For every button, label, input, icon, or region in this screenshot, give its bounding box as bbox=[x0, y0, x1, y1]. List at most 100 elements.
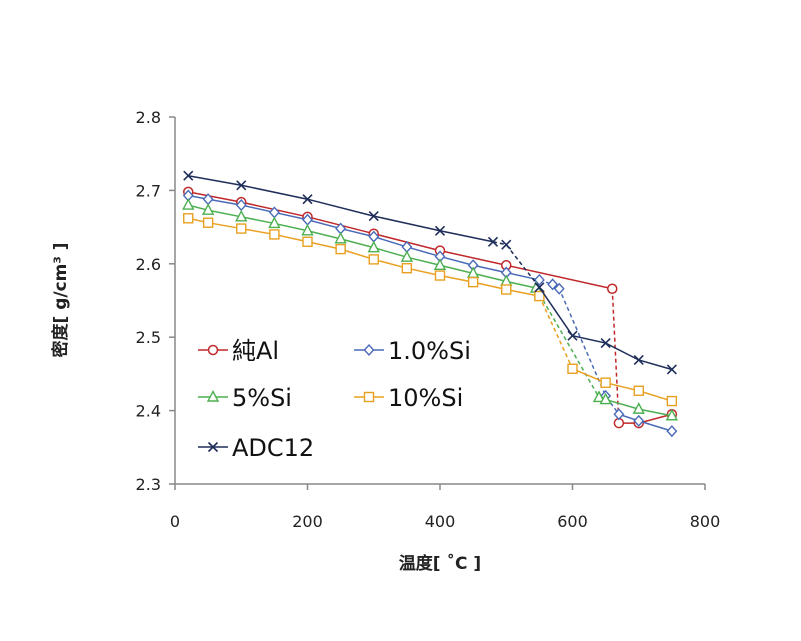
legend-item: 5%Si bbox=[198, 384, 292, 412]
y-tick-label: 2.4 bbox=[136, 402, 161, 421]
y-tick-label: 2.8 bbox=[136, 108, 161, 127]
data-point bbox=[665, 408, 679, 421]
data-point bbox=[487, 236, 499, 247]
data-point bbox=[368, 254, 379, 265]
legend-label: 純Al bbox=[232, 337, 279, 365]
series-dashed-line bbox=[538, 295, 574, 370]
data-point bbox=[553, 282, 565, 295]
data-point bbox=[666, 395, 678, 407]
data-point bbox=[302, 236, 313, 247]
legend-marker bbox=[363, 343, 375, 357]
data-point bbox=[182, 198, 195, 210]
data-point bbox=[633, 354, 644, 366]
data-point bbox=[567, 330, 578, 341]
data-point bbox=[235, 209, 248, 222]
data-point bbox=[400, 250, 414, 262]
legend-item: 10%Si bbox=[354, 384, 463, 412]
x-tick-label: 200 bbox=[292, 512, 323, 531]
marker-stroke bbox=[487, 236, 499, 247]
data-point bbox=[534, 290, 545, 302]
data-point bbox=[501, 284, 512, 295]
data-point bbox=[269, 229, 280, 240]
data-point bbox=[367, 240, 380, 253]
x-tick-label: 600 bbox=[557, 512, 588, 531]
legend-item: ADC12 bbox=[198, 434, 314, 462]
axes: 2.3 2.4 2.5 2.6 2.7 2.8 0 200 400 600 800 bbox=[136, 108, 721, 531]
data-point bbox=[335, 243, 346, 255]
series-10%Si bbox=[183, 213, 678, 407]
data-point bbox=[201, 203, 215, 215]
legend-label: 5%Si bbox=[232, 384, 292, 412]
series-line bbox=[188, 204, 537, 289]
y-tick-label: 2.3 bbox=[136, 475, 161, 494]
series-line bbox=[188, 217, 540, 297]
series-ADC12 bbox=[183, 170, 677, 375]
data-point bbox=[302, 194, 313, 205]
marker-stroke bbox=[302, 194, 313, 205]
data-point bbox=[666, 364, 677, 375]
series-line bbox=[188, 191, 613, 290]
data-point bbox=[183, 170, 194, 181]
data-point bbox=[368, 211, 379, 222]
x-tick-label: 0 bbox=[170, 512, 180, 531]
x-tick-label: 400 bbox=[425, 512, 456, 531]
data-point bbox=[599, 392, 612, 405]
data-point bbox=[567, 363, 578, 374]
legend-label: 10%Si bbox=[388, 384, 463, 412]
marker-stroke bbox=[207, 441, 219, 453]
legend-marker bbox=[207, 344, 219, 356]
data-point bbox=[600, 377, 611, 388]
legend-marker bbox=[207, 441, 219, 453]
data-point bbox=[236, 223, 247, 234]
data-point bbox=[301, 223, 314, 236]
x-tick-label: 800 bbox=[690, 512, 721, 531]
data-point bbox=[633, 385, 644, 396]
data-point bbox=[547, 278, 559, 291]
data-point bbox=[434, 225, 446, 236]
data-point bbox=[600, 338, 611, 349]
data-point bbox=[534, 282, 545, 293]
legend: 純Al 1.0%Si 5%Si 10%Si ADC12 bbox=[198, 337, 471, 462]
data-point bbox=[467, 276, 479, 288]
marker-stroke bbox=[633, 354, 644, 366]
marker-stroke bbox=[434, 225, 446, 236]
data-point bbox=[202, 217, 214, 228]
data-point bbox=[334, 231, 347, 244]
series-dashed-line bbox=[535, 287, 600, 398]
legend-marker bbox=[206, 389, 220, 402]
data-point bbox=[501, 239, 512, 250]
series-line bbox=[572, 368, 673, 402]
data-point bbox=[607, 283, 618, 295]
data-point bbox=[533, 273, 545, 286]
x-axis-title: 温度[ ˚C ] bbox=[399, 552, 481, 574]
series-line bbox=[188, 174, 494, 243]
marker-stroke bbox=[501, 239, 512, 250]
series-dashed-line bbox=[492, 241, 540, 288]
marker-stroke bbox=[567, 330, 578, 341]
data-point bbox=[592, 390, 606, 403]
data-point bbox=[401, 263, 413, 274]
marker-stroke bbox=[666, 364, 677, 375]
legend-item: 純Al bbox=[198, 337, 279, 365]
y-axis-title: 密度[ g/cm³ ] bbox=[50, 243, 71, 358]
data-point bbox=[183, 213, 194, 224]
legend-marker bbox=[363, 391, 375, 403]
y-tick-label: 2.5 bbox=[136, 328, 161, 347]
marker-stroke bbox=[600, 338, 611, 349]
marker-stroke bbox=[534, 282, 545, 293]
y-tick-label: 2.6 bbox=[136, 255, 161, 274]
marker-stroke bbox=[236, 180, 247, 191]
data-point bbox=[434, 270, 446, 281]
plot-area bbox=[182, 170, 679, 438]
data-point bbox=[613, 408, 625, 421]
marker-stroke bbox=[368, 211, 379, 222]
series-line bbox=[538, 286, 673, 371]
data-point bbox=[236, 180, 247, 191]
data-point bbox=[268, 216, 281, 229]
y-tick-label: 2.7 bbox=[136, 181, 161, 200]
data-point bbox=[633, 414, 645, 427]
series-dashed-line bbox=[611, 288, 620, 424]
data-point bbox=[433, 258, 447, 270]
marker-stroke bbox=[183, 170, 194, 181]
